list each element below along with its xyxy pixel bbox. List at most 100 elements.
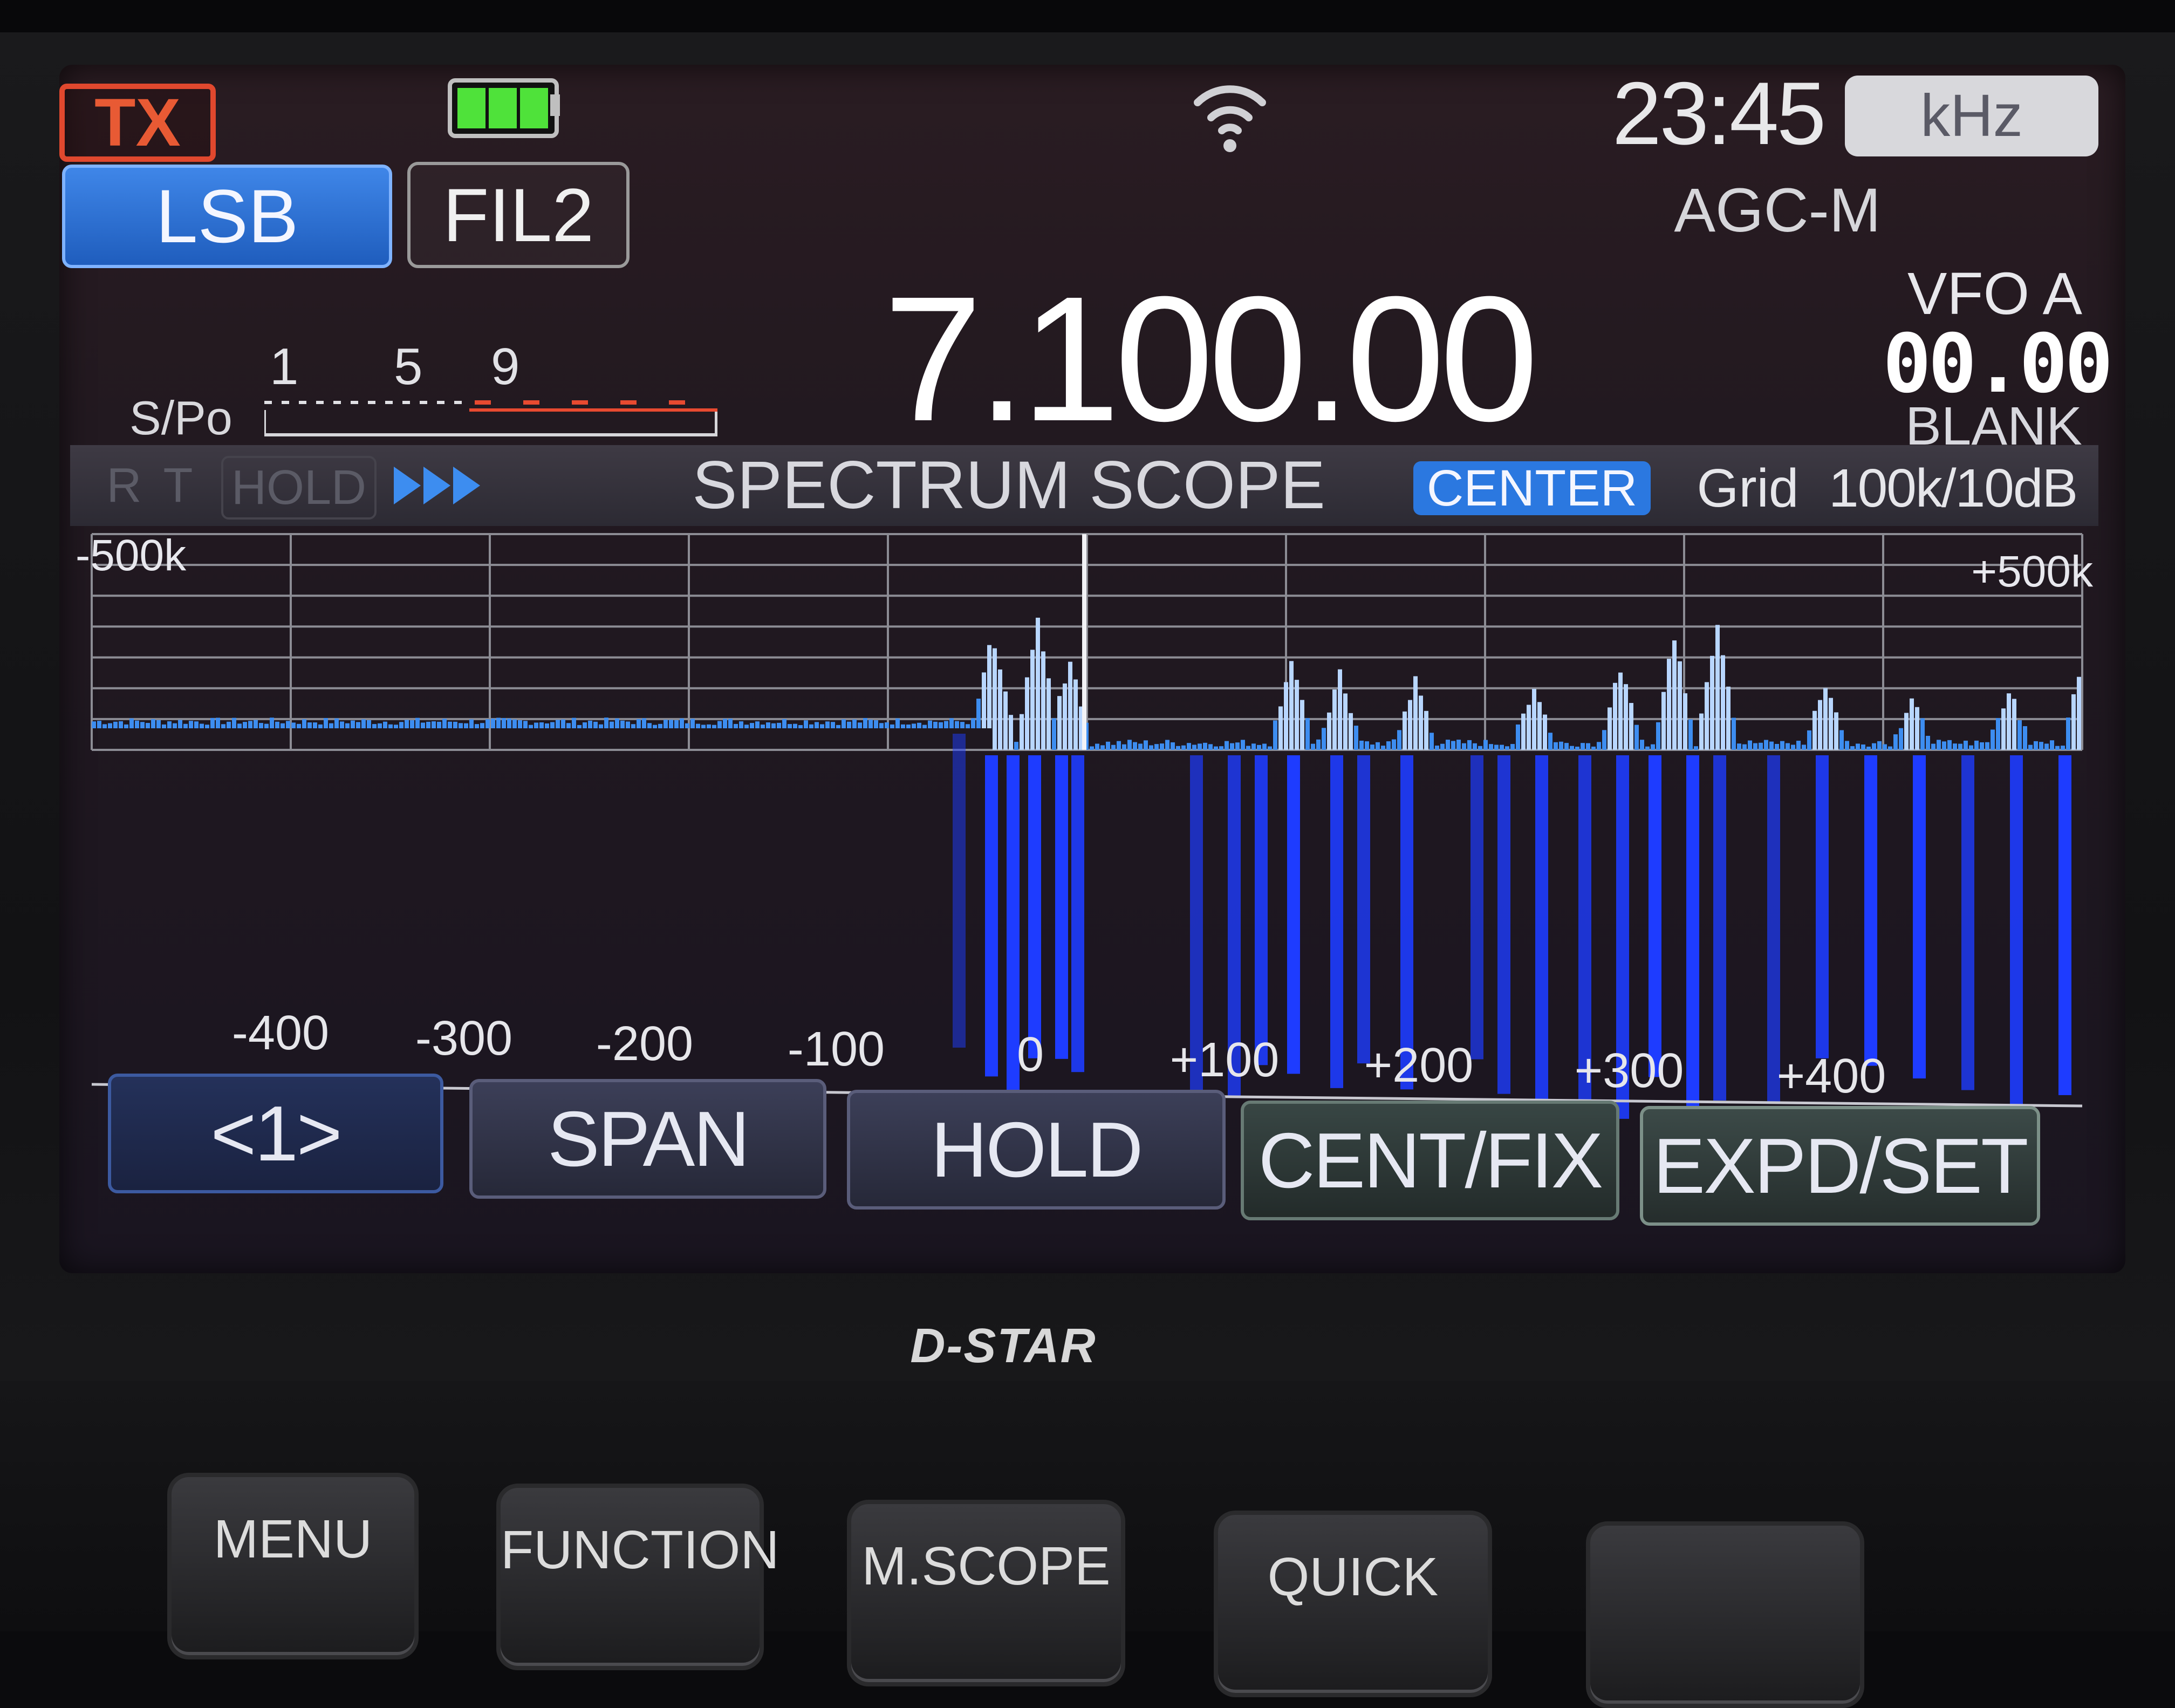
spectrum-bin [1413,676,1418,750]
spectrum-bin [599,724,603,728]
spectrum-bin [1489,744,1493,750]
waterfall [953,734,2071,1122]
softkey-span[interactable]: SPAN [469,1079,826,1199]
spectrum-bin [664,720,668,728]
softkey-page[interactable]: <1> [108,1074,443,1193]
agc-indicator[interactable]: AGC-M [1674,176,1881,245]
spectrum-trace [92,617,2081,750]
spectrum-bin [372,724,377,728]
spectrum-bin [1834,712,1838,750]
spectrum-bin [966,724,970,728]
spectrum-bin [2050,740,2054,750]
spectrum-bin [108,723,112,728]
spectrum-bin [583,722,587,728]
softkey-cent-fix[interactable]: CENT/FIX [1241,1101,1619,1220]
spectrum-bin [92,721,96,728]
spectrum-bin [1920,718,1925,750]
spectrum-bin [1090,746,1094,750]
spectrum-bin [1527,705,1531,750]
center-mode-badge[interactable]: CENTER [1413,461,1651,515]
spectrum-bin [318,724,323,728]
spectrum-bin [1127,740,1132,750]
spectrum-bin [1381,746,1385,750]
exit-button[interactable] [1586,1521,1864,1708]
spectrum-bin [890,724,894,728]
spectrum-bin [307,722,312,728]
spectrum-bin [750,723,754,728]
spectrum-bin [1478,746,1482,750]
spectrum-bin [868,719,873,728]
spectrum-bin [561,719,565,728]
spectrum-bin [1564,743,1569,750]
spectrum-bin [615,718,619,728]
spectrum-bin [491,718,495,728]
spectrum-bin [1073,679,1078,750]
spectrum-bin [523,721,528,728]
unit-badge[interactable]: kHz [1845,76,2098,156]
vfo-indicator[interactable]: VFO A [1907,261,2082,327]
spectrum-bin [324,718,328,728]
spectrum-bin [1305,718,1310,750]
filter-button[interactable]: FIL2 [407,162,630,268]
waterfall-streak [1864,755,1877,1066]
spectrum-bin [1338,669,1342,750]
frequency-display[interactable]: 7.100.00 [883,259,1539,458]
mode-button[interactable]: LSB [62,165,392,268]
spectrum-bin [701,725,706,728]
battery-full-icon [448,78,559,138]
spectrum-bin [361,719,366,728]
brand-strip [0,0,2175,32]
spectrum-bin [1856,743,1860,750]
spectrum-bin [1063,683,1067,750]
waterfall-streak [985,755,998,1077]
spectrum-bin [113,721,118,728]
spectrum-bin [788,724,792,728]
spectrum-bin [949,718,954,728]
spectrum-bin [421,722,425,728]
spectrum-bin [1710,655,1714,750]
mscope-button[interactable]: M.SCOPE [847,1500,1125,1686]
spectrum-bin [879,723,884,728]
spectrum-bin [415,718,420,728]
spectrum-bin [1764,740,1768,750]
spectrum-bin [1613,682,1617,750]
spectrum-bin [1122,744,1126,750]
spectrum-bin [1117,741,1121,750]
spectrum-bin [825,721,830,728]
spectrum-bin [1705,682,1709,750]
spectrum-bin [1866,746,1871,750]
spectrum-bin [1732,718,1736,750]
spectrum-bin [1974,740,1979,750]
spectrum-bin [1996,718,2000,750]
spectrum-bin [205,725,209,728]
spectrum-bin [1839,730,1844,750]
spectrum-bin [1322,728,1326,750]
spectrum-bin [437,721,441,728]
spectrum-bin [383,721,387,728]
s-meter-label: S/Po [129,391,232,445]
scope-tick-label: -200 [596,1017,694,1071]
function-button[interactable]: FUNCTION [496,1484,779,1670]
wifi-signal-icon [1194,85,1266,152]
waterfall-streak [2058,755,2071,1095]
spectrum-bin [1759,742,1763,750]
spectrum-bin [680,718,684,728]
spectrum-scope[interactable] [76,523,2093,1160]
spectrum-bin [1742,744,1747,750]
spectrum-bin [378,723,382,728]
quick-button[interactable]: QUICK [1214,1511,1492,1697]
spectrum-bin [1802,744,1806,750]
menu-button[interactable]: MENU [167,1473,419,1659]
softkey-expd-set[interactable]: EXPD/SET [1640,1106,2040,1226]
spectrum-bin [1079,706,1083,750]
scope-tick-label: +400 [1776,1049,1886,1103]
spectrum-bin [1926,735,1930,750]
spectrum-bin [189,721,193,728]
spectrum-bin [464,723,468,728]
softkey-hold[interactable]: HOLD [847,1090,1226,1210]
spectrum-bin [1721,655,1725,750]
spectrum-bin [1435,746,1439,750]
spectrum-bin [1025,677,1029,750]
spectrum-bin [1667,659,1671,750]
spectrum-bin [1392,739,1396,750]
